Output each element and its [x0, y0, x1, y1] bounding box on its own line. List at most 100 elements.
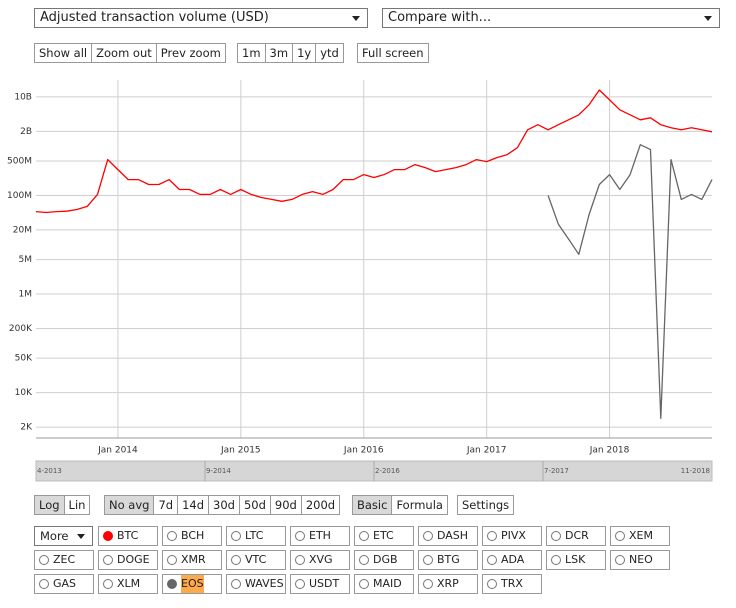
y-tick-label: 500M	[7, 157, 32, 167]
coin-button[interactable]: XMR	[162, 550, 222, 570]
coin-label: DCR	[565, 529, 589, 542]
coin-button[interactable]: ETC	[354, 526, 414, 546]
coin-button[interactable]: GAS	[34, 574, 94, 594]
button[interactable]: 1m	[237, 43, 266, 63]
navigator-label: 9-2014	[206, 467, 231, 475]
y-tick-label: 100M	[7, 191, 32, 201]
coin-label: NEO	[629, 553, 653, 566]
x-tick-label: Jan 2017	[466, 446, 507, 456]
coin-button[interactable]: XRP	[418, 574, 478, 594]
coin-button[interactable]: EOS	[162, 574, 222, 594]
range-group: 1m 3m 1y ytd	[237, 43, 344, 63]
metric-select[interactable]: Adjusted transaction volume (USD)	[34, 8, 368, 28]
radio	[423, 579, 433, 589]
coin-button[interactable]: DOGE	[98, 550, 158, 570]
zoom-group: Show all Zoom out Prev zoom	[34, 43, 226, 63]
coin-label: XMR	[181, 553, 206, 566]
radio	[103, 579, 113, 589]
coin-label: BCH	[181, 529, 205, 542]
button[interactable]: 30d	[208, 495, 240, 515]
coin-button[interactable]: LSK	[546, 550, 606, 570]
coin-button[interactable]: ETH	[290, 526, 350, 546]
y-tick-label: 5M	[19, 255, 33, 265]
coin-button[interactable]: NEO	[610, 550, 670, 570]
coin-label: BTG	[437, 553, 460, 566]
radio	[231, 579, 241, 589]
metric-label: Adjusted transaction volume (USD)	[40, 10, 269, 25]
button[interactable]: Basic	[352, 495, 393, 515]
coin-label: PIVX	[501, 529, 526, 542]
coin-button[interactable]: BTG	[418, 550, 478, 570]
button[interactable]: No avg	[104, 495, 155, 515]
fullscreen-button[interactable]: Full screen	[357, 43, 429, 63]
coin-button[interactable]: WAVES	[226, 574, 286, 594]
scale-group: Log Lin	[34, 495, 91, 515]
coin-button[interactable]: MAID	[354, 574, 414, 594]
more-label: More	[40, 529, 69, 543]
button[interactable]: Formula	[391, 495, 448, 515]
more-select[interactable]: More	[34, 526, 93, 546]
button[interactable]: 3m	[264, 43, 294, 63]
coin-button[interactable]: XVG	[290, 550, 350, 570]
y-tick-label: 10B	[14, 92, 32, 102]
button[interactable]: Zoom out	[91, 43, 157, 63]
button[interactable]: Log	[34, 495, 65, 515]
radio	[423, 555, 433, 565]
coin-button[interactable]: BTC	[98, 526, 158, 546]
radio	[231, 555, 241, 565]
chart: 2K 10K 50K 200K 1M 5M 20M 100M 500M 2B 10B Jan 2014…	[7, 80, 713, 482]
radio	[615, 555, 625, 565]
radio	[39, 579, 49, 589]
y-tick-label: 1M	[19, 290, 33, 300]
radio	[295, 579, 305, 589]
coin-button[interactable]: PIVX	[482, 526, 542, 546]
coin-label: ETH	[309, 529, 331, 542]
navigator-label: 4-2013	[37, 467, 62, 475]
coin-button[interactable]: ADA	[482, 550, 542, 570]
coin-button[interactable]: XLM	[98, 574, 158, 594]
coin-button[interactable]: LTC	[226, 526, 286, 546]
coin-label: MAID	[373, 577, 402, 590]
button[interactable]: 14d	[177, 495, 210, 515]
coin-button[interactable]: BCH	[162, 526, 222, 546]
coin-button[interactable]: DCR	[546, 526, 606, 546]
button[interactable]: Lin	[63, 495, 91, 515]
radio	[615, 531, 625, 541]
coin-label: DGB	[373, 553, 398, 566]
radio	[487, 579, 497, 589]
y-tick-label: 50K	[15, 354, 33, 364]
button[interactable]: 7d	[153, 495, 179, 515]
coin-button[interactable]: DASH	[418, 526, 478, 546]
coin-label: XLM	[117, 577, 141, 590]
settings-button[interactable]: Settings	[457, 495, 515, 515]
y-tick-label: 20M	[13, 225, 32, 235]
x-tick-label: Jan 2018	[589, 446, 630, 456]
coin-button[interactable]: DGB	[354, 550, 414, 570]
coin-label: ZEC	[53, 553, 76, 566]
coin-button[interactable]: VTC	[226, 550, 286, 570]
coin-label: TRX	[501, 577, 523, 590]
button[interactable]: 50d	[238, 495, 271, 515]
coin-label: DOGE	[117, 553, 150, 566]
coin-label: ADA	[501, 553, 525, 566]
button[interactable]: 1y	[292, 43, 317, 63]
button[interactable]: ytd	[315, 43, 344, 63]
button[interactable]: Prev zoom	[155, 43, 226, 63]
mode-group: Basic Formula	[352, 495, 448, 515]
y-tick-label: 200K	[9, 324, 33, 334]
coin-button[interactable]: ZEC	[34, 550, 94, 570]
coin-button[interactable]: XEM	[610, 526, 670, 546]
radio	[359, 579, 369, 589]
coin-label: BTC	[117, 529, 139, 542]
coin-label: LSK	[565, 553, 586, 566]
button[interactable]: Show all	[34, 43, 93, 63]
button[interactable]: 90d	[269, 495, 302, 515]
settings-group: Settings	[457, 495, 515, 515]
series-line	[35, 89, 713, 214]
coin-button[interactable]: TRX	[482, 574, 542, 594]
radio	[167, 579, 177, 589]
navigator-label: 2-2016	[375, 467, 400, 475]
compare-select[interactable]: Compare with...	[382, 8, 720, 28]
button[interactable]: 200d	[300, 495, 341, 515]
coin-button[interactable]: USDT	[290, 574, 350, 594]
